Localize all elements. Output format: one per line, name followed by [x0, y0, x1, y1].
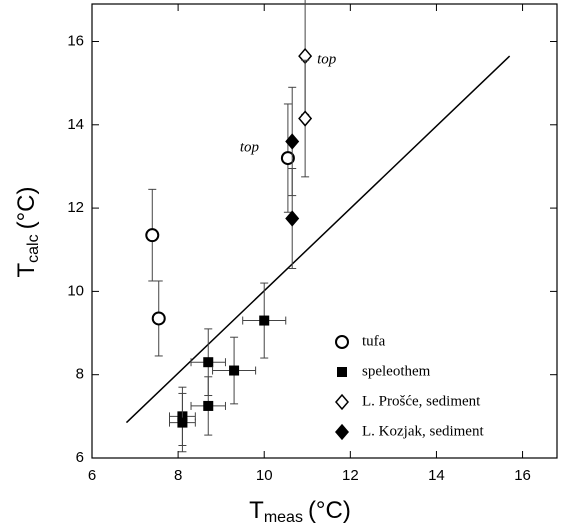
annotation: top — [317, 52, 337, 68]
legend-label: L. Kozjak, sediment — [362, 423, 484, 439]
y-title-unit: (°C) — [13, 186, 40, 229]
legend-label: tufa — [362, 333, 386, 349]
y-tick-label: 8 — [76, 366, 84, 383]
x-title-unit: (°C) — [308, 497, 351, 524]
y-tick-label: 16 — [67, 32, 84, 49]
point — [285, 133, 300, 150]
x-axis-title: Tmeas (°C) — [249, 497, 351, 526]
x-tick-label: 16 — [514, 467, 531, 484]
reference-line — [125, 55, 511, 424]
y-title-sub: calc — [25, 234, 42, 262]
point — [280, 151, 295, 166]
point — [177, 417, 188, 428]
y-axis-title: Tcalc (°C) — [13, 186, 42, 277]
legend-label: speleothem — [362, 363, 431, 379]
y-tick-label: 14 — [67, 116, 84, 133]
point — [151, 311, 166, 326]
y-title-main: T — [13, 263, 40, 278]
x-title-main: T — [249, 497, 264, 524]
point — [229, 365, 240, 376]
legend-marker — [335, 335, 349, 349]
legend-label: L. Prošće, sediment — [362, 393, 481, 409]
x-tick-label: 14 — [428, 467, 445, 484]
x-title-sub: meas — [264, 509, 303, 526]
x-tick-label: 12 — [342, 467, 359, 484]
point — [259, 315, 270, 326]
plot-frame — [91, 3, 558, 459]
point — [203, 357, 214, 368]
legend-marker — [335, 393, 349, 411]
legend-marker — [335, 423, 349, 441]
legend-marker — [337, 367, 347, 377]
y-tick-label: 12 — [67, 199, 84, 216]
point — [145, 228, 160, 243]
x-tick-label: 10 — [256, 467, 273, 484]
point — [285, 210, 300, 227]
annotation: top — [240, 140, 260, 156]
y-tick-label: 10 — [67, 282, 84, 299]
y-tick-label: 6 — [76, 449, 84, 466]
x-tick-label: 6 — [88, 467, 96, 484]
point — [298, 110, 313, 127]
point — [203, 400, 214, 411]
x-tick-label: 8 — [174, 467, 182, 484]
